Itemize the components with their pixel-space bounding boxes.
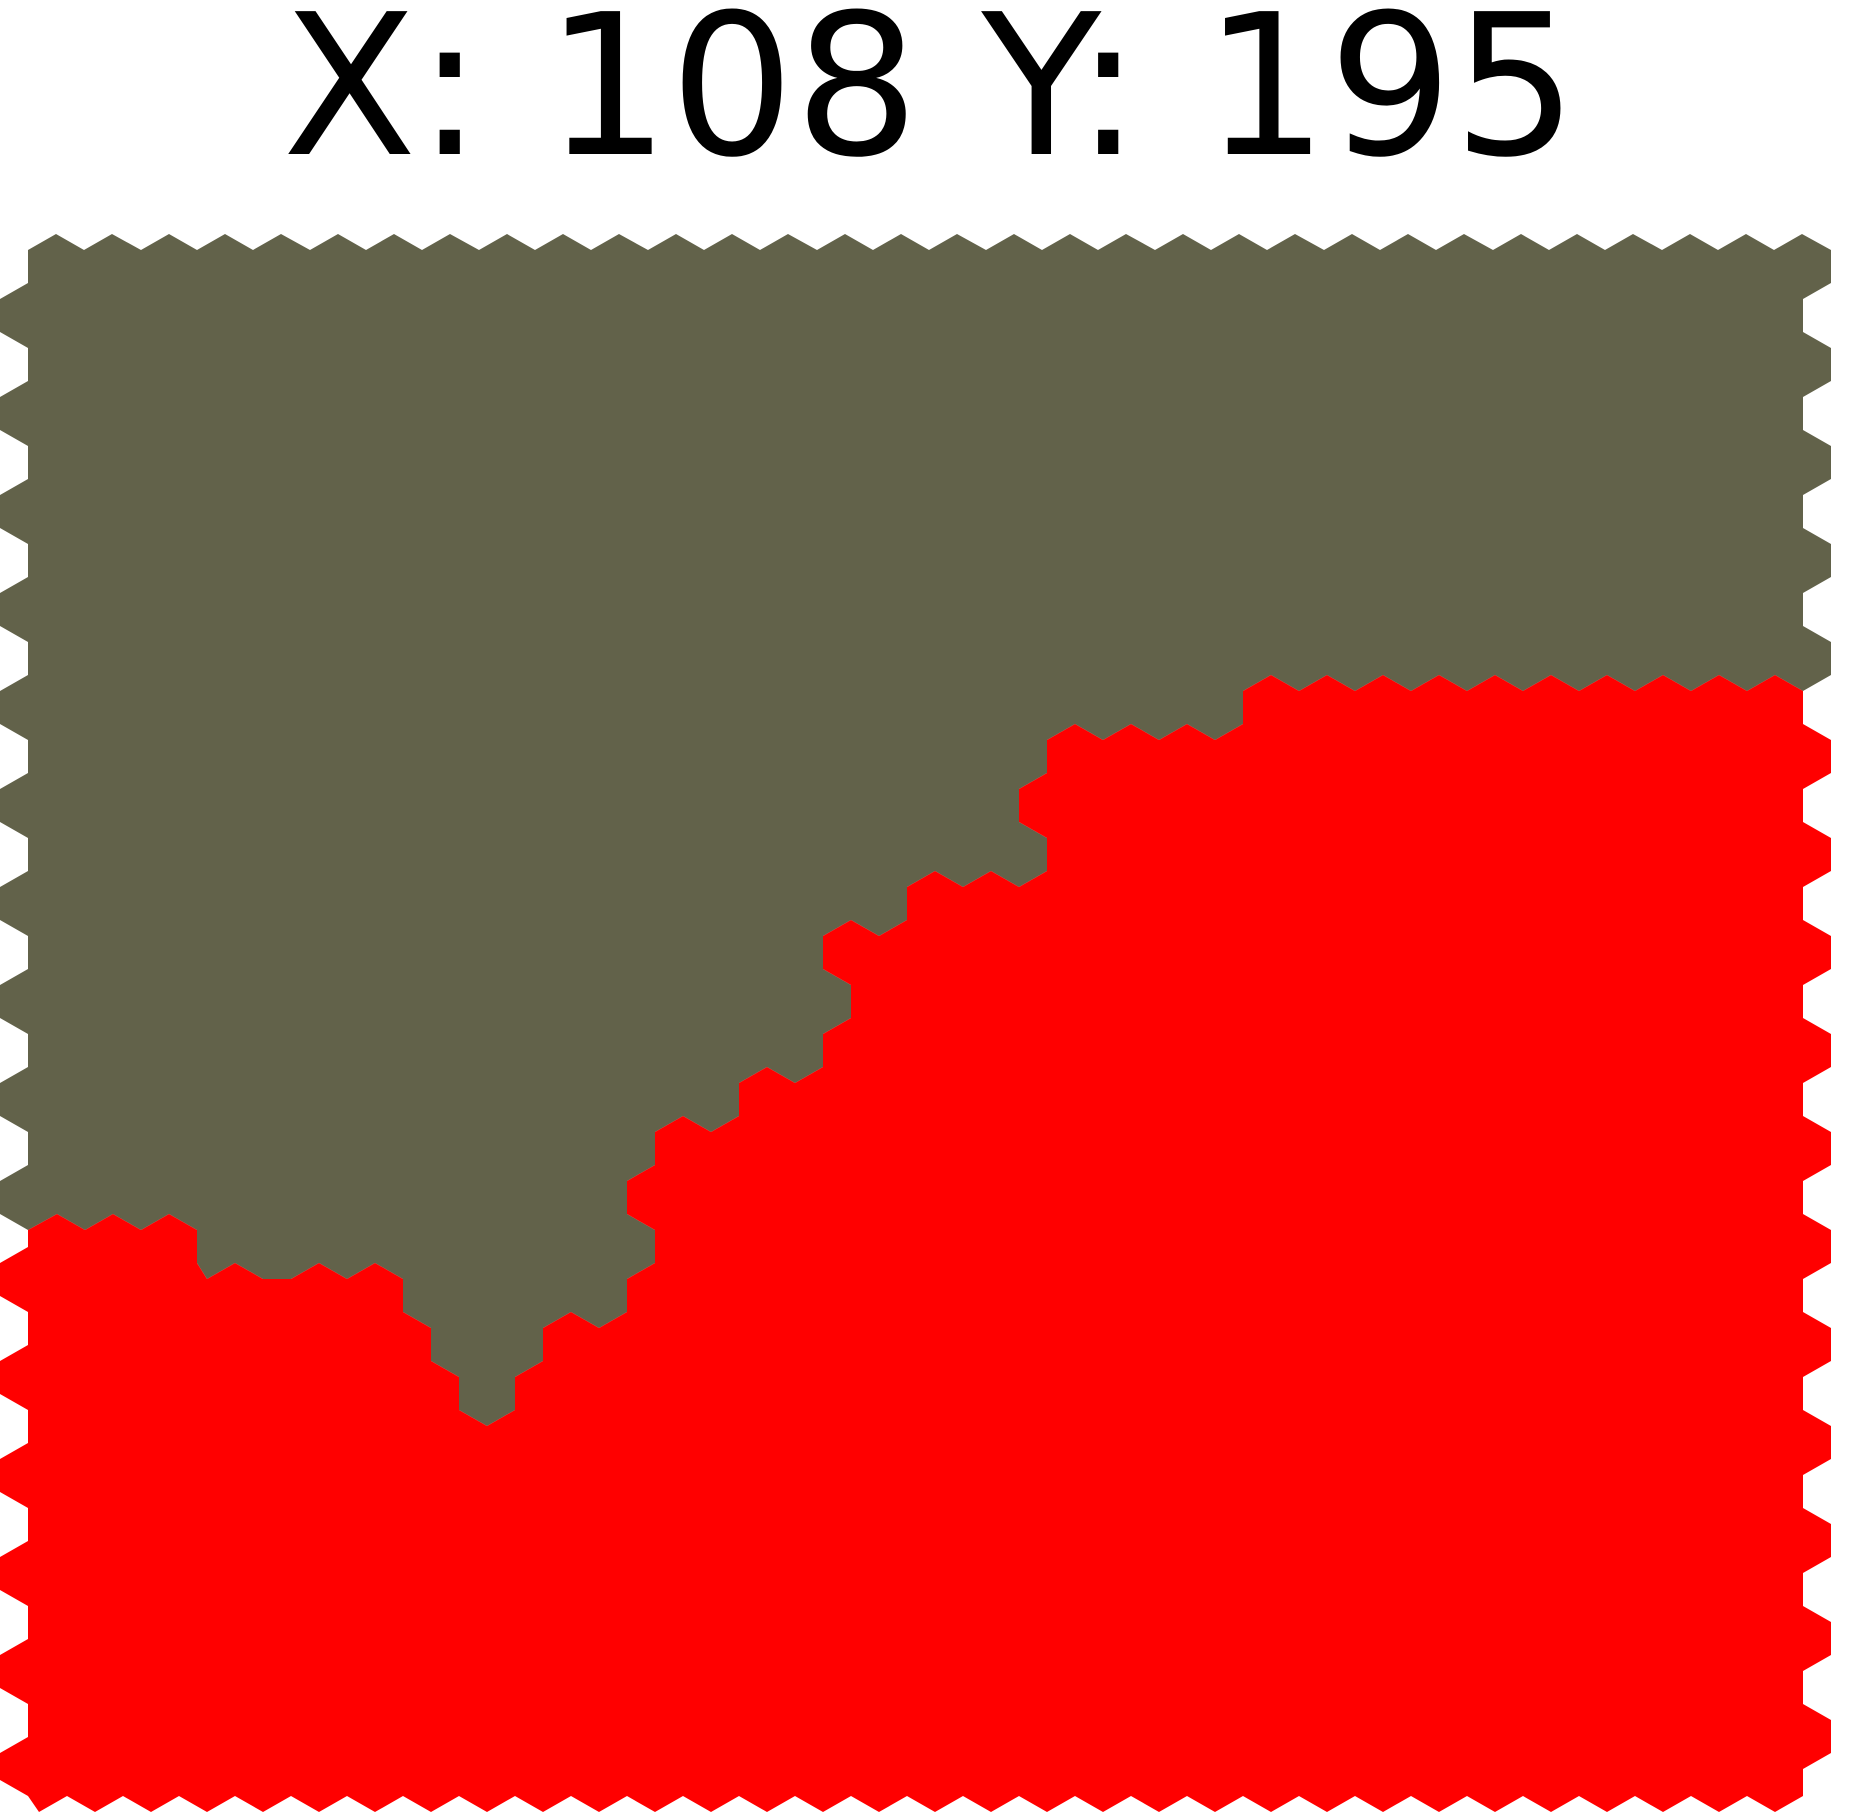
y-value: 195 [1203,0,1578,201]
olive-region[interactable] [0,234,1831,1426]
x-label: X: [282,0,483,201]
red-region[interactable] [0,675,1831,1812]
x-value: 108 [545,0,920,201]
y-label: Y: [981,0,1142,201]
coordinate-readout: X: 108 Y: 195 [0,0,1860,185]
